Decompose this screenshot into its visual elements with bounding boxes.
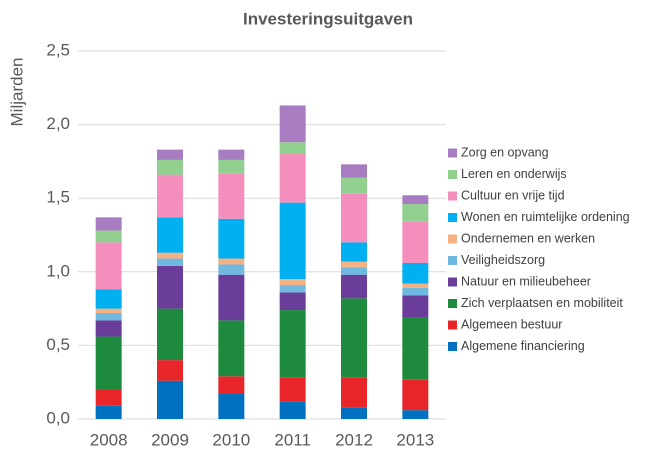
bar-segment xyxy=(218,149,245,160)
bar-segment xyxy=(341,298,367,378)
bar-segment xyxy=(341,407,367,419)
bar-segment xyxy=(341,193,367,243)
legend-swatch xyxy=(448,256,457,265)
bar-segment xyxy=(218,218,245,259)
bar-segment xyxy=(402,283,429,288)
bar-segment xyxy=(95,242,122,290)
bar-segment xyxy=(402,317,429,380)
legend-swatch xyxy=(448,170,457,179)
bar-segment xyxy=(279,310,306,378)
bar-segment xyxy=(218,393,245,419)
bar-segment xyxy=(402,262,429,284)
bar-segment xyxy=(279,202,306,280)
legend-label: Veiligheidszorg xyxy=(461,253,545,267)
legend-label: Algemeen bestuur xyxy=(461,317,562,331)
y-tick-label: 1,0 xyxy=(46,261,70,280)
bar-segment xyxy=(402,295,429,318)
bar-segment xyxy=(402,410,429,419)
x-tick-label: 2013 xyxy=(396,430,434,449)
legend-swatch xyxy=(448,234,457,244)
bar-segment xyxy=(279,401,306,419)
legend-label: Zorg en opvang xyxy=(461,145,549,159)
y-tick-label: 1,5 xyxy=(46,188,70,207)
bar-segment xyxy=(157,174,183,218)
y-tick-label: 0,5 xyxy=(46,335,70,354)
legend-swatch xyxy=(448,148,457,158)
legend-label: Algemene financiering xyxy=(461,339,585,353)
y-axis-label: Miljarden xyxy=(7,58,26,127)
bar-segment xyxy=(157,258,183,266)
bar-segment xyxy=(95,217,122,231)
bar-segment xyxy=(279,105,306,143)
legend-label: Wonen en ruimtelijke ordening xyxy=(461,210,630,224)
bar-segment xyxy=(279,154,306,203)
bar-segment xyxy=(218,264,245,275)
bar-segment xyxy=(157,252,183,259)
bar-segment xyxy=(95,405,122,419)
legend-label: Ondernemen en werken xyxy=(461,231,595,245)
bar-segment xyxy=(402,195,429,205)
y-tick-label: 0,0 xyxy=(46,408,70,427)
bar-segment xyxy=(157,380,183,419)
bar-segment xyxy=(341,267,367,275)
legend-label: Natuur en milieubeheer xyxy=(461,274,591,288)
bar-segment xyxy=(279,292,306,311)
bar-segment xyxy=(402,221,429,263)
legend-label: Cultuur en vrije tijd xyxy=(461,188,565,202)
bar-segment xyxy=(279,279,306,286)
bar-segment xyxy=(95,289,122,309)
legend-swatch xyxy=(448,299,457,308)
bar-segment xyxy=(157,149,183,160)
legend-swatch xyxy=(448,191,457,201)
bar-segment xyxy=(95,313,122,321)
bar-segment xyxy=(95,230,122,243)
x-tick-label: 2008 xyxy=(90,430,128,449)
bar-segment xyxy=(402,379,429,411)
bar-segment xyxy=(341,377,367,408)
legend-label: Zich verplaatsen en mobiliteit xyxy=(461,296,623,310)
bar-segment xyxy=(279,285,306,293)
bar-segment xyxy=(218,159,245,174)
bar-segment xyxy=(341,164,367,178)
bar-segment xyxy=(95,389,122,406)
bar-segment xyxy=(218,173,245,219)
bar-segment xyxy=(402,204,429,222)
legend-label: Leren en onderwijs xyxy=(461,167,567,181)
x-tick-label: 2010 xyxy=(212,430,250,449)
x-tick-label: 2012 xyxy=(335,430,373,449)
bar-segment xyxy=(341,242,367,262)
bar-segment xyxy=(402,287,429,296)
bar-segment xyxy=(218,320,245,377)
y-tick-label: 2,5 xyxy=(46,40,70,59)
bar-segment xyxy=(218,258,245,265)
legend-swatch xyxy=(448,213,457,222)
bar-segment xyxy=(95,308,122,314)
bar-segment xyxy=(218,274,245,321)
bar-segment xyxy=(157,159,183,175)
bar-segment xyxy=(279,142,306,155)
bar-segment xyxy=(95,336,122,390)
x-tick-label: 2011 xyxy=(274,430,311,449)
chart-title: Investeringsuitgaven xyxy=(243,9,413,28)
bar-segment xyxy=(157,217,183,253)
bar-segment xyxy=(341,274,367,299)
x-tick-label: 2009 xyxy=(151,430,189,449)
bar-segment xyxy=(95,320,122,337)
bar-segment xyxy=(341,261,367,268)
bar-segment xyxy=(157,360,183,381)
bar-segment xyxy=(279,377,306,402)
bar-segment xyxy=(157,265,183,309)
bar-segment xyxy=(218,376,245,394)
y-tick-label: 2,0 xyxy=(46,114,70,133)
legend-swatch xyxy=(448,342,457,351)
bar-segment xyxy=(341,177,367,194)
legend-swatch xyxy=(448,320,457,330)
bar-segment xyxy=(157,308,183,361)
legend-swatch xyxy=(448,277,457,287)
